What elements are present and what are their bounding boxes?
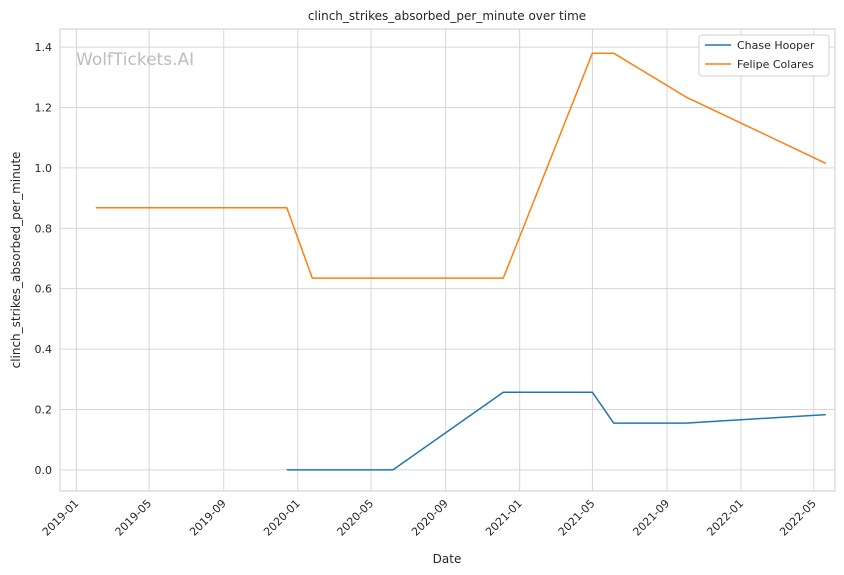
legend-label-chase-hooper: Chase Hooper: [737, 39, 815, 52]
y-tick-label: 0.2: [35, 403, 53, 416]
y-axis-ticks: 0.0 0.2 0.4 0.6 0.8 1.0 1.2 1.4: [35, 41, 53, 477]
series-layer: [95, 52, 827, 471]
legend-label-felipe-colares: Felipe Colares: [737, 58, 814, 71]
y-tick-label: 0.4: [35, 343, 53, 356]
series-line-felipe-colares: [95, 52, 827, 279]
x-grid: [75, 29, 815, 491]
watermark-text: WolfTickets.AI: [76, 50, 194, 70]
y-tick-label: 1.0: [35, 162, 53, 175]
y-tick-label: 1.2: [35, 102, 53, 115]
legend: Chase Hooper Felipe Colares: [698, 34, 830, 77]
legend-box: [698, 34, 830, 77]
series-line-chase-hooper: [286, 391, 826, 471]
y-axis-title: clinch_strikes_absorbed_per_minute: [9, 152, 23, 369]
y-tick-label: 0.0: [35, 464, 53, 477]
chart-title: clinch_strikes_absorbed_per_minute over …: [308, 9, 586, 23]
y-tick-label: 0.8: [35, 222, 53, 235]
y-tick-label: 0.6: [35, 283, 53, 296]
y-tick-label: 1.4: [35, 41, 53, 54]
x-axis-title: Date: [433, 552, 462, 566]
